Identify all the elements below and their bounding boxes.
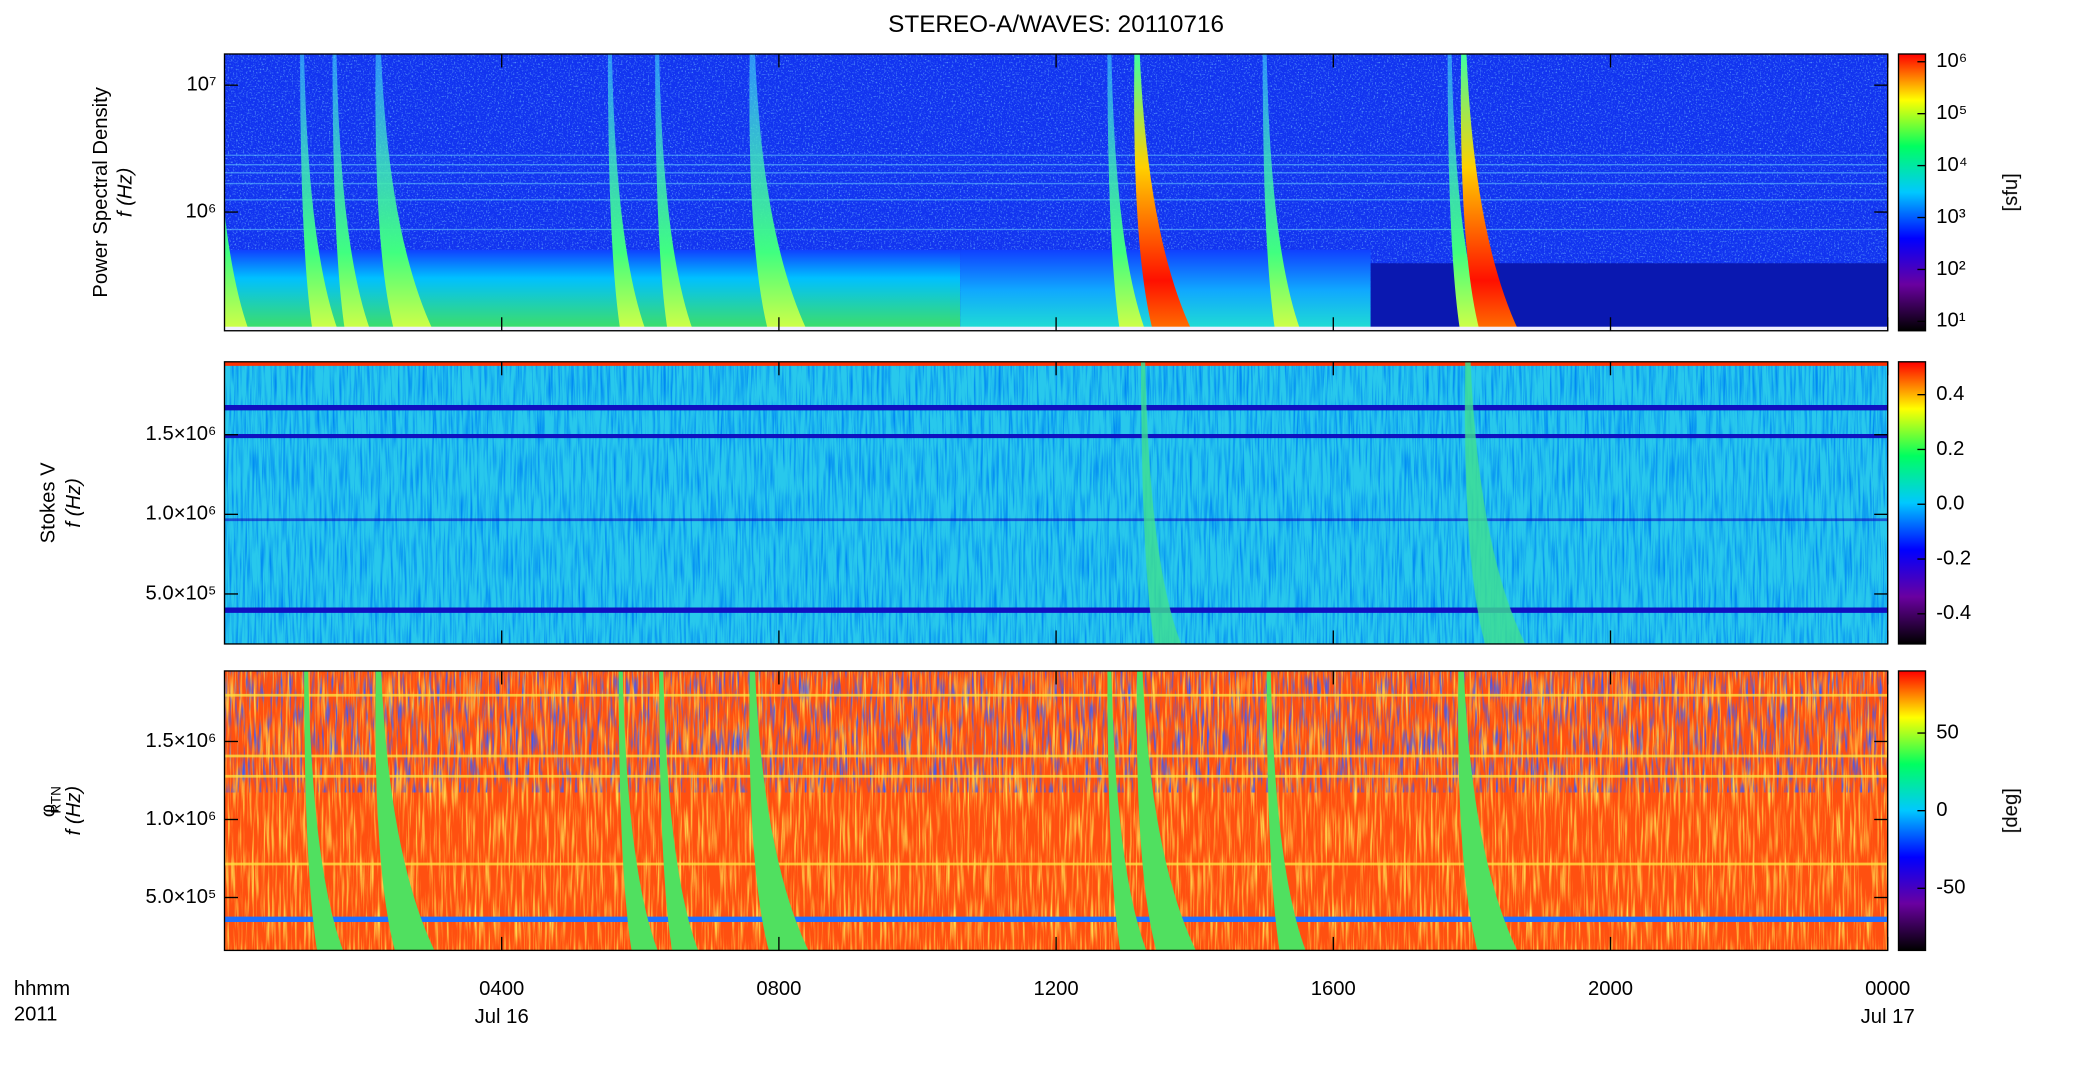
y-axis-label: Power Spectral Density <box>90 86 112 297</box>
y-axis-label: Stokes V <box>37 462 59 544</box>
date-label: Jul 16 <box>475 1006 529 1028</box>
stokes-lines <box>224 405 1888 613</box>
y-axis-label: f (Hz) <box>114 168 136 218</box>
colorbar <box>1897 361 1927 645</box>
colorbar-tick-label: -50 <box>1936 877 1965 899</box>
y-tick-label: 10⁷ <box>187 73 217 95</box>
colorbar-tick-label: 10³ <box>1936 206 1966 228</box>
colorbar-tick-label: 10² <box>1936 258 1966 280</box>
psd-band <box>1370 263 1888 331</box>
y-tick-label: 5.0×10⁵ <box>145 886 216 908</box>
y-tick-label: 10⁶ <box>186 200 217 222</box>
y-tick-label: 1.0×10⁶ <box>146 503 217 525</box>
phi-image <box>224 670 1888 951</box>
chart-title: STEREO-A/WAVES: 20110716 <box>888 11 1224 38</box>
colorbar-tick-label: -0.2 <box>1936 547 1971 569</box>
x-tick-label: 1600 <box>1311 978 1356 1000</box>
stokes-noise <box>224 361 1888 644</box>
y-tick-label: 5.0×10⁵ <box>145 582 216 604</box>
x-tick-label: 0800 <box>756 978 801 1000</box>
y-axis-label-sub: RTN <box>49 786 64 814</box>
colorbar-tick-label: 10⁵ <box>1936 102 1967 124</box>
colorbar <box>1897 53 1927 332</box>
y-tick-label: 1.5×10⁶ <box>146 730 217 752</box>
x-tick-label: 0000 <box>1865 978 1910 1000</box>
x-tick-label: 0400 <box>479 978 524 1000</box>
colorbar-tick-label: 50 <box>1936 721 1959 743</box>
colorbar-tick-label: -0.4 <box>1936 602 1971 624</box>
y-tick-label: 1.0×10⁶ <box>146 808 217 830</box>
colorbar-tick-label: 0.4 <box>1936 383 1964 405</box>
colorbar-tick-label: 10⁶ <box>1936 50 1967 72</box>
phi-lines <box>224 693 1888 866</box>
date-label: Jul 17 <box>1861 1006 1915 1028</box>
stokes-image <box>224 361 1888 644</box>
psd-lines <box>224 154 1888 231</box>
x-tick-label: 1200 <box>1034 978 1079 1000</box>
phi-noise <box>224 670 1888 793</box>
colorbar-tick-label: 10¹ <box>1936 310 1966 332</box>
colorbar-tick-label: 0.2 <box>1936 438 1964 460</box>
y-axis-label: f (Hz) <box>63 786 85 835</box>
y-axis-label: f (Hz) <box>63 478 85 527</box>
y-axis-label: φ <box>37 804 59 817</box>
colorbar-label: [sfu] <box>2000 173 2022 211</box>
colorbar-label: [deg] <box>2000 788 2022 833</box>
colorbar-tick-label: 0 <box>1936 799 1947 821</box>
colorbar-tick-label: 0.0 <box>1936 493 1964 515</box>
colorbar-tick-label: 10⁴ <box>1936 154 1967 176</box>
x-axis-sublabel: 2011 <box>14 1004 58 1026</box>
y-tick-label: 1.5×10⁶ <box>146 423 217 445</box>
psd-band <box>224 249 961 331</box>
x-axis-label: hhmm <box>14 978 70 1000</box>
psd-image <box>224 54 1888 331</box>
x-tick-label: 2000 <box>1588 978 1633 1000</box>
